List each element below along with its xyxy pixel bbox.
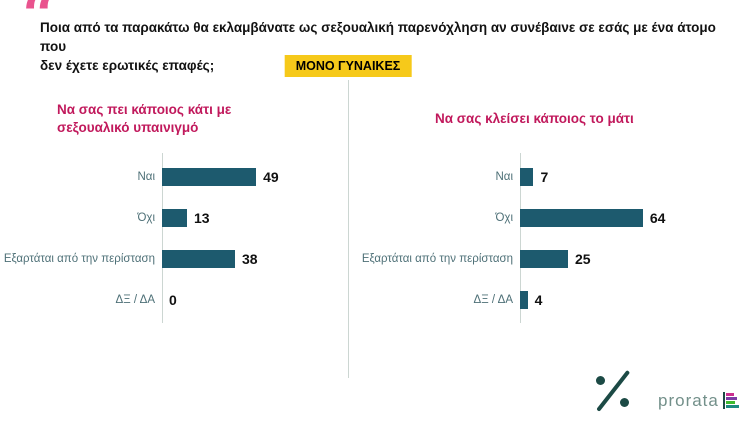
bar-row: Ναι 49 [0,156,346,197]
divider-line [348,80,349,378]
bar [520,249,568,268]
bar-row: Εξαρτάται από την περίσταση 38 [0,238,346,279]
percent-dot-top [596,376,605,385]
brand-axis-line [722,392,725,409]
value-label: 7 [540,168,549,185]
category-label: ΔΞ / ΔΑ [115,293,155,306]
bar-row: Ναι 7 [358,156,748,197]
brand-bar [725,405,739,408]
value-label: 0 [169,291,177,308]
brand-barchart-icon [722,392,739,409]
category-label: Εξαρτάται από την περίσταση [3,252,155,265]
category-label: ΔΞ / ΔΑ [473,293,513,306]
percent-logo-icon [594,367,636,415]
bar [162,167,257,186]
bar [162,208,187,227]
percent-dot-bottom [620,398,629,407]
brand-bar [725,397,737,400]
value-label: 4 [534,291,543,308]
bar-row: Όχι 64 [358,197,748,238]
left-chart-axis [162,153,163,323]
value-label: 64 [649,209,666,226]
bar-row: Εξαρτάται από την περίσταση 25 [358,238,748,279]
bar [162,249,235,268]
value-label: 49 [263,168,279,185]
brand-bar [725,401,735,404]
question-line-1: Ποια από τα παρακάτω θα εκλαμβάνατε ως σ… [40,20,716,54]
category-label: Όχι [495,211,514,224]
category-label: Ναι [137,170,155,183]
category-label: Εξαρτάται από την περίσταση [361,252,513,265]
category-label: Ναι [495,170,513,183]
right-chart-title: Να σας κλείσει κάποιος το μάτι [435,111,634,126]
bar [520,167,534,186]
left-chart-title: Να σας πει κάποιος κάτι με σεξουαλικό υπ… [57,102,232,136]
value-label: 13 [193,209,210,226]
bar-row: ΔΞ / ΔΑ 4 [358,279,748,320]
right-chart-axis [520,153,521,323]
brand-logo: prorata [658,392,739,409]
value-label: 38 [241,250,258,267]
bar-row: ΔΞ / ΔΑ 0 [0,279,346,320]
right-chart: Ναι 7 Όχι 64 Εξαρτάται από την περίσταση 25 ΔΞ… [358,156,748,320]
bar-row: Όχι 13 [0,197,346,238]
brand-wordmark: prorata [658,391,719,410]
left-chart: Ναι 49 Όχι 13 Εξαρτάται από την περίσταση 38 Δ… [0,156,346,320]
quote-icon: “ [22,0,57,51]
bar [520,208,643,227]
bar [520,290,528,309]
audience-badge: ΜΟΝΟ ΓΥΝΑΙΚΕΣ [284,55,412,77]
value-label: 25 [575,250,591,267]
question-text: Ποια από τα παρακάτω θα εκλαμβάνατε ως σ… [40,19,735,76]
question-line-2: δεν έχετε ερωτικές επαφές; [40,57,215,73]
brand-bar [725,393,734,396]
category-label: Όχι [137,211,156,224]
brand-minibars [725,393,739,408]
